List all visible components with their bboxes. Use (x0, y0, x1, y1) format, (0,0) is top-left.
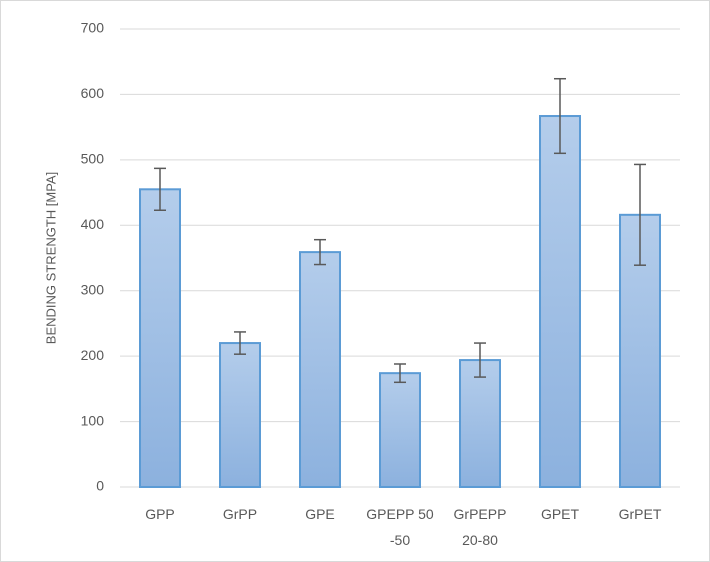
y-tick-label: 200 (81, 347, 105, 363)
x-tick-label: GrPET (619, 506, 662, 522)
bar (139, 188, 181, 489)
x-tick-label: GrPP (223, 506, 257, 522)
y-tick-label: 600 (81, 85, 105, 101)
error-bar (634, 163, 646, 266)
y-tick-label: 700 (81, 20, 105, 36)
y-axis-title: BENDING STRENGTH [MPA] (43, 172, 58, 344)
error-bar (154, 167, 166, 211)
x-tick-label: GPE (305, 506, 335, 522)
x-tick-label: GPP (145, 506, 175, 522)
bar (219, 342, 261, 488)
y-tick-label: 0 (96, 478, 104, 494)
bar (299, 251, 341, 488)
error-bar (554, 77, 566, 155)
x-tick-label: GrPEPP 20-80 (454, 506, 507, 548)
error-bar (234, 331, 246, 355)
y-tick-label: 100 (81, 412, 105, 428)
error-bar (474, 342, 486, 378)
bar (379, 372, 421, 489)
error-bar (394, 363, 406, 384)
x-tick-label: GPET (541, 506, 580, 522)
x-tick-label: GPEPP 50 -50 (366, 506, 434, 548)
bar (539, 115, 581, 489)
y-tick-label: 500 (81, 151, 105, 167)
y-tick-label: 400 (81, 216, 105, 232)
y-tick-label: 300 (81, 281, 105, 297)
bar (459, 359, 501, 488)
error-bar (314, 238, 326, 266)
